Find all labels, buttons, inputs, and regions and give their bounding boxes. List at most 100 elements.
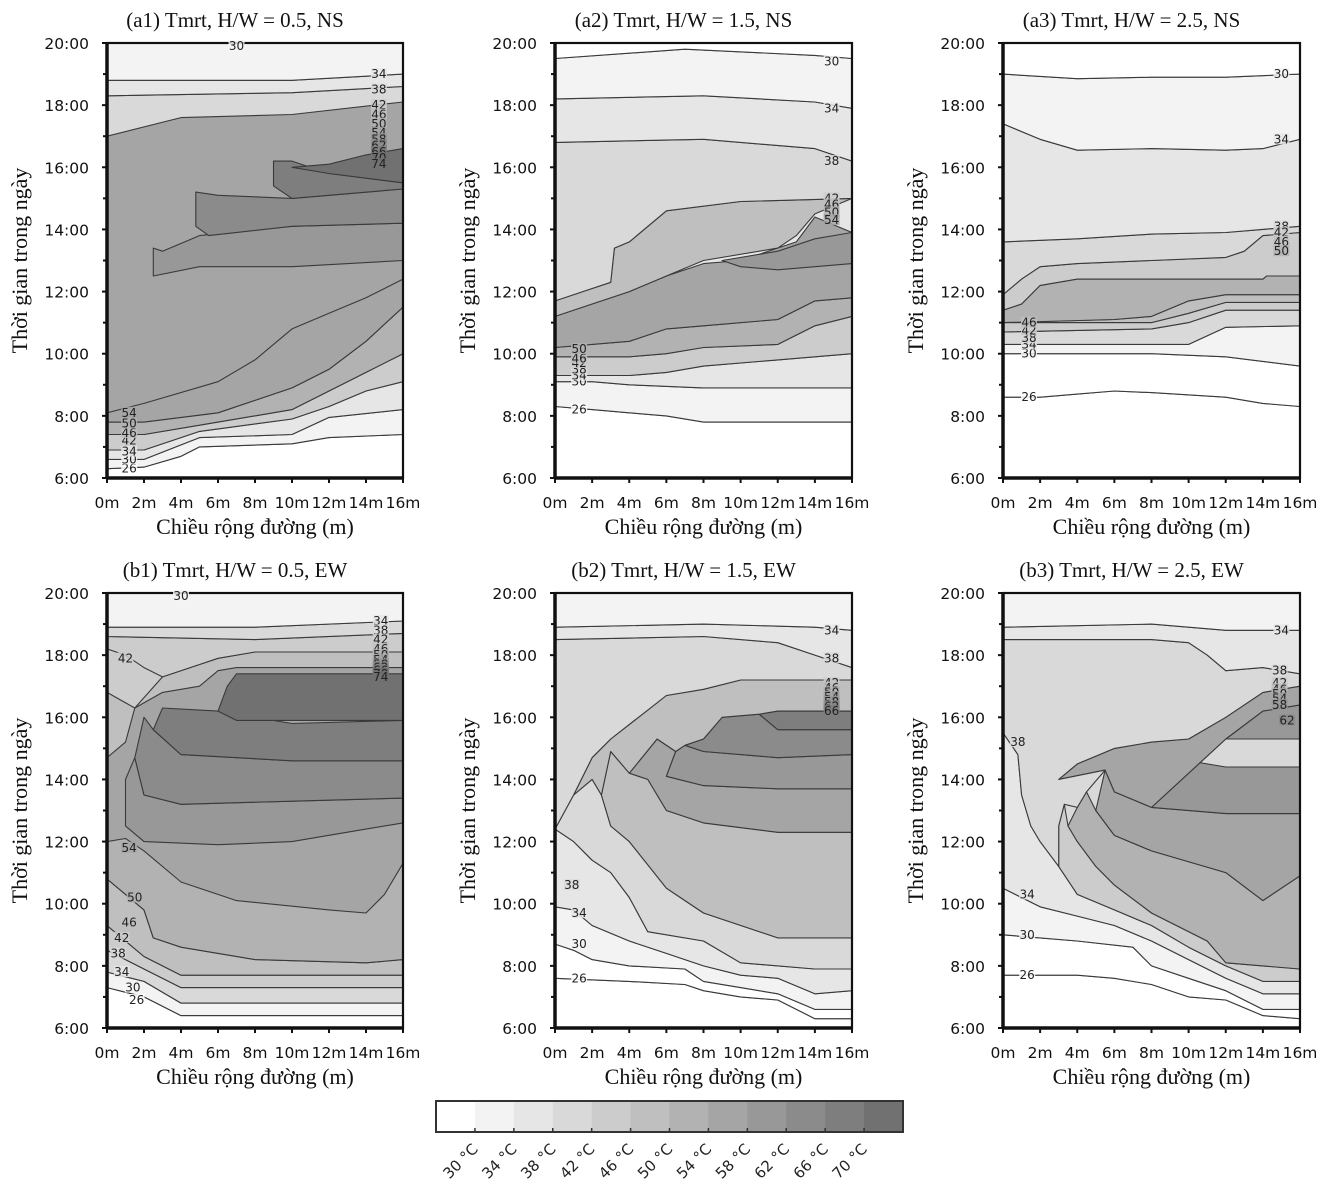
y-axis-label: Thời gian trong ngày: [455, 168, 480, 354]
contour-band-30: [1003, 593, 1300, 631]
y-tick-label: 6:00: [950, 470, 985, 488]
contour-band-26: [555, 43, 852, 60]
y-tick-label: 20:00: [44, 585, 89, 603]
x-tick-label: 6m: [1102, 1044, 1127, 1062]
y-tick-label: 14:00: [492, 771, 537, 789]
y-tick-label: 16:00: [44, 709, 89, 727]
contour-label: 30: [1019, 928, 1034, 942]
y-tick-label: 14:00: [44, 221, 89, 239]
x-axis-label: Chiều rộng đường (m): [1053, 1064, 1251, 1089]
y-tick-label: 8:00: [502, 408, 537, 426]
contour-label: 62: [1279, 713, 1294, 727]
colorbar-tick-label: 70 °C: [829, 1140, 871, 1182]
contour-label: 38: [110, 946, 125, 960]
contour-label: 30: [173, 589, 188, 603]
contour-label: 26: [1019, 968, 1034, 982]
panel-a1: (a1) Tmrt, H/W = 0.5, NS2630344246505430…: [7, 8, 420, 539]
y-tick-label: 20:00: [940, 585, 985, 603]
colorbar-tick-label: 54 °C: [673, 1140, 715, 1182]
colorbar-swatch: [669, 1101, 709, 1132]
y-tick-label: 8:00: [950, 958, 985, 976]
x-tick-label: 16m: [386, 494, 421, 512]
contour-band-62: [134, 716, 403, 805]
y-axis-label: Thời gian trong ngày: [455, 718, 480, 904]
x-tick-label: 4m: [169, 1044, 194, 1062]
colorbar-swatch: [747, 1101, 787, 1132]
x-axis-label: Chiều rộng đường (m): [605, 1064, 803, 1089]
x-tick-label: 10m: [1171, 1044, 1206, 1062]
x-tick-label: 8m: [243, 1044, 268, 1062]
y-tick-label: 20:00: [492, 585, 537, 603]
contour-label: 34: [1274, 132, 1289, 146]
contour-band-30: [555, 593, 852, 631]
contour-label: 42: [114, 931, 129, 945]
x-tick-label: 6m: [654, 1044, 679, 1062]
y-tick-label: 12:00: [492, 834, 537, 852]
contour-label: 50: [1274, 244, 1289, 258]
panel-title: (b1) Tmrt, H/W = 0.5, EW: [123, 558, 348, 582]
x-tick-label: 14m: [349, 494, 384, 512]
y-tick-label: 6:00: [502, 470, 537, 488]
contour-label: 46: [122, 426, 137, 440]
x-tick-label: 0m: [95, 1044, 120, 1062]
x-tick-label: 12m: [760, 494, 795, 512]
x-tick-label: 8m: [243, 494, 268, 512]
colorbar-tick-label: 66 °C: [790, 1140, 832, 1182]
colorbar-tick-label: 42 °C: [556, 1140, 598, 1182]
x-tick-label: 4m: [617, 1044, 642, 1062]
x-tick-label: 6m: [206, 494, 231, 512]
contour-label: 46: [1021, 316, 1036, 330]
x-tick-label: 2m: [1028, 1044, 1053, 1062]
y-axis-label: Thời gian trong ngày: [903, 718, 928, 904]
contour-label: 54: [122, 406, 137, 420]
contour-label: 30: [1274, 67, 1289, 81]
contour-label: 34: [824, 101, 839, 115]
contour-label: 30: [229, 39, 244, 53]
contour-label: 50: [122, 417, 137, 431]
panel-a2: (a2) Tmrt, H/W = 1.5, NS2630343842465030…: [455, 8, 869, 539]
x-tick-label: 2m: [580, 494, 605, 512]
contour-band-26: [1003, 390, 1300, 478]
y-tick-label: 18:00: [940, 97, 985, 115]
contour-band-54: [107, 278, 403, 423]
x-tick-label: 12m: [1208, 1044, 1243, 1062]
contour-label: 74: [373, 670, 388, 684]
x-tick-label: 6m: [654, 494, 679, 512]
x-tick-label: 6m: [206, 1044, 231, 1062]
y-tick-label: 12:00: [44, 284, 89, 302]
y-axis-label: Thời gian trong ngày: [903, 168, 928, 354]
x-axis-label: Chiều rộng đường (m): [605, 514, 803, 539]
colorbar: 30 °C34 °C38 °C42 °C46 °C50 °C54 °C58 °C…: [435, 1100, 904, 1182]
contour-label: 38: [1010, 735, 1025, 749]
x-tick-label: 4m: [617, 494, 642, 512]
x-tick-label: 14m: [797, 494, 832, 512]
colorbar-swatch: [552, 1101, 593, 1132]
x-tick-label: 8m: [691, 494, 716, 512]
colorbar-swatch: [825, 1101, 865, 1132]
colorbar-swatch: [591, 1101, 632, 1132]
contour-label: 30: [1021, 347, 1036, 361]
panel-title: (a2) Tmrt, H/W = 1.5, NS: [575, 8, 793, 32]
y-tick-label: 10:00: [492, 346, 537, 364]
colorbar-tick-label: 50 °C: [634, 1140, 676, 1182]
colorbar-swatch: [474, 1101, 515, 1132]
contour-label: 38: [1272, 664, 1287, 678]
y-tick-label: 18:00: [492, 97, 537, 115]
contour-label: 54: [122, 841, 137, 855]
contour-label: 74: [371, 157, 386, 171]
x-tick-label: 0m: [543, 494, 568, 512]
y-tick-label: 12:00: [44, 834, 89, 852]
x-tick-label: 16m: [1283, 1044, 1318, 1062]
x-tick-label: 14m: [349, 1044, 384, 1062]
contour-label: 38: [564, 878, 579, 892]
y-tick-label: 8:00: [502, 958, 537, 976]
y-tick-label: 10:00: [44, 896, 89, 914]
x-axis-label: Chiều rộng đường (m): [1053, 514, 1251, 539]
contour-band-26: [1003, 43, 1300, 80]
x-tick-label: 8m: [691, 1044, 716, 1062]
colorbar-swatch: [436, 1101, 476, 1132]
x-tick-label: 14m: [797, 1044, 832, 1062]
y-tick-label: 18:00: [492, 647, 537, 665]
x-tick-label: 6m: [1102, 494, 1127, 512]
